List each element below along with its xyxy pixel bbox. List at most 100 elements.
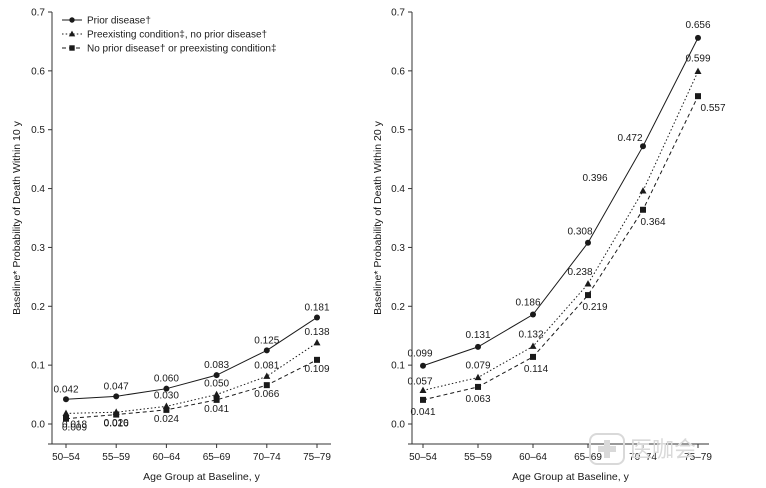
data-label: 0.599 — [685, 53, 710, 64]
y-tick-label: 0.6 — [31, 66, 45, 77]
x-tick-label: 50–54 — [52, 452, 80, 463]
data-label: 0.186 — [515, 298, 540, 309]
watermark-text: 医咖会 — [630, 437, 696, 462]
x-tick-label: 55–59 — [464, 452, 492, 463]
data-point-square — [63, 415, 69, 422]
data-point-triangle — [694, 67, 702, 75]
series-line-triangle — [65, 342, 318, 414]
x-tick-label: 55–59 — [102, 452, 130, 463]
data-label: 0.050 — [204, 379, 229, 390]
data-label: 0.557 — [700, 103, 725, 114]
data-label: 0.131 — [465, 330, 490, 341]
data-point-circle — [530, 311, 536, 318]
data-point-circle — [585, 239, 591, 246]
data-point-circle — [63, 396, 69, 403]
data-label: 0.009 — [62, 423, 87, 434]
x-tick-label: 70–74 — [629, 452, 657, 463]
medical-cross-logo-icon — [589, 433, 625, 465]
y-axis-title: Baseline* Probability of Death Within 20… — [372, 120, 384, 315]
data-label: 0.063 — [465, 394, 490, 405]
y-tick-label: 0.4 — [391, 184, 405, 195]
data-label: 0.109 — [304, 364, 329, 375]
data-label: 0.079 — [465, 361, 490, 372]
series-line-square — [65, 359, 318, 420]
y-tick-label: 0.5 — [391, 125, 405, 136]
legend-marker-square — [69, 45, 75, 51]
legend-marker-circle — [69, 17, 75, 23]
data-point-circle — [475, 343, 481, 350]
data-point-square — [314, 356, 320, 363]
data-point-square — [113, 411, 120, 418]
x-axis-title: Age Group at Baseline, y — [143, 471, 260, 483]
data-point-triangle — [474, 373, 482, 381]
data-point-circle — [420, 362, 426, 369]
x-tick-label: 75–79 — [303, 452, 331, 463]
y-tick-label: 0.7 — [391, 8, 405, 19]
legend-label: Prior disease† — [87, 16, 151, 27]
data-label: 0.138 — [304, 327, 329, 338]
x-tick-label: 65–69 — [574, 452, 602, 463]
data-point-circle — [314, 314, 320, 321]
y-tick-label: 0.0 — [31, 420, 45, 431]
y-tick-label: 0.3 — [391, 243, 405, 254]
x-tick-label: 65–69 — [203, 452, 231, 463]
data-label: 0.081 — [254, 360, 279, 371]
data-point-square — [163, 406, 170, 413]
data-label: 0.057 — [407, 376, 432, 387]
legend-marker-triangle — [68, 30, 76, 37]
y-axis-title: Baseline* Probability of Death Within 10… — [11, 120, 23, 315]
data-point-square — [530, 353, 536, 360]
data-label: 0.219 — [582, 302, 607, 313]
data-label: 0.016 — [104, 419, 129, 430]
data-label: 0.396 — [582, 173, 607, 184]
data-point-circle — [695, 34, 701, 41]
chart-panel-20y: 0.0 0.1 0.2 0.3 0.4 0.5 0.6 0.7 50–54 55–59 60–64 6… — [372, 8, 726, 484]
data-label: 0.181 — [304, 302, 329, 313]
y-tick-label: 0.2 — [391, 302, 405, 313]
data-point-square — [585, 292, 591, 299]
data-point-circle — [213, 372, 220, 379]
x-axis-title: Age Group at Baseline, y — [512, 471, 629, 483]
data-label: 0.656 — [685, 20, 710, 31]
data-point-triangle — [529, 342, 537, 349]
data-label: 0.066 — [254, 389, 279, 400]
data-label: 0.083 — [204, 360, 229, 371]
data-label: 0.472 — [617, 133, 642, 144]
series-line-circle — [65, 317, 318, 400]
data-point-square — [420, 396, 426, 403]
data-label: 0.030 — [154, 390, 179, 401]
y-tick-label: 0.4 — [31, 184, 45, 195]
data-point-circle — [113, 393, 120, 400]
data-label: 0.238 — [567, 267, 592, 278]
data-label: 0.024 — [154, 414, 179, 425]
data-label: 0.060 — [154, 374, 179, 385]
x-tick-label: 60–64 — [519, 452, 547, 463]
data-label: 0.132 — [518, 329, 543, 340]
data-point-triangle — [639, 187, 647, 194]
legend-label: No prior disease† or preexisting conditi… — [87, 44, 277, 55]
data-point-triangle — [213, 390, 221, 398]
data-point-triangle — [263, 372, 271, 379]
y-tick-label: 0.1 — [31, 361, 45, 372]
data-point-circle — [263, 347, 270, 354]
x-tick-label: 50–54 — [409, 452, 437, 463]
data-label: 0.364 — [640, 217, 665, 228]
x-tick-label: 70–74 — [253, 452, 281, 463]
data-point-square — [695, 93, 701, 100]
y-tick-label: 0.3 — [31, 243, 45, 254]
y-tick-label: 0.0 — [391, 420, 405, 431]
data-label: 0.125 — [254, 335, 279, 346]
data-label: 0.041 — [410, 407, 435, 418]
data-label: 0.114 — [524, 364, 549, 375]
y-tick-label: 0.7 — [31, 8, 45, 19]
series-line-square — [422, 95, 699, 401]
data-label: 0.041 — [204, 404, 229, 415]
data-label: 0.047 — [104, 381, 129, 392]
data-point-triangle — [62, 409, 70, 417]
data-point-triangle — [419, 386, 427, 394]
x-tick-label: 75–79 — [684, 452, 712, 463]
data-label: 0.020 — [104, 418, 129, 429]
x-tick-label: 60–64 — [152, 452, 180, 463]
data-point-triangle — [584, 280, 592, 287]
